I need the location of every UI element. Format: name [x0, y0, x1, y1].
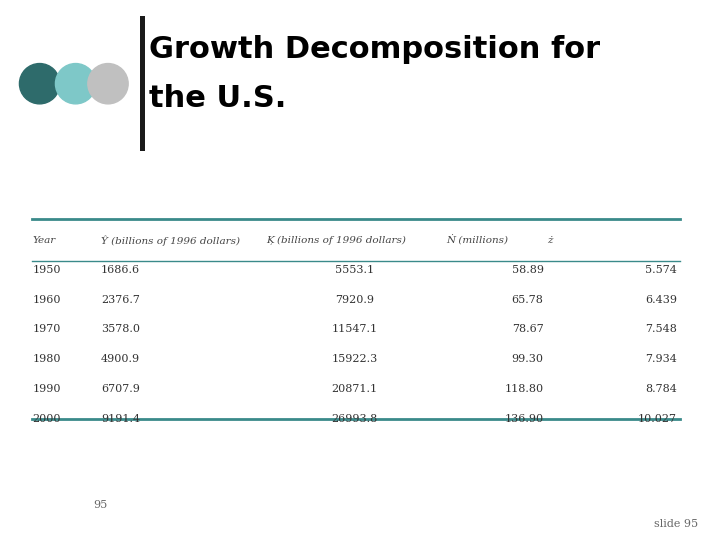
Text: 1970: 1970 — [32, 325, 60, 334]
Ellipse shape — [88, 64, 128, 104]
Text: 2000: 2000 — [32, 414, 61, 423]
Text: ż: ż — [547, 236, 553, 245]
Ellipse shape — [19, 64, 60, 104]
Text: Ķ (billions of 1996 dollars): Ķ (billions of 1996 dollars) — [266, 236, 406, 245]
Text: 99.30: 99.30 — [512, 354, 544, 364]
Text: 1960: 1960 — [32, 295, 61, 305]
Text: 20871.1: 20871.1 — [331, 384, 378, 394]
Text: 6.439: 6.439 — [645, 295, 677, 305]
Text: 58.89: 58.89 — [512, 265, 544, 275]
Text: 1950: 1950 — [32, 265, 61, 275]
Text: 1990: 1990 — [32, 384, 61, 394]
Text: 7.934: 7.934 — [645, 354, 677, 364]
Text: 1686.6: 1686.6 — [101, 265, 140, 275]
Text: 9191.4: 9191.4 — [101, 414, 140, 423]
Text: 10.027: 10.027 — [638, 414, 677, 423]
Text: Growth Decomposition for: Growth Decomposition for — [149, 35, 600, 64]
Text: 136.90: 136.90 — [505, 414, 544, 423]
Text: 1980: 1980 — [32, 354, 61, 364]
Text: 3578.0: 3578.0 — [101, 325, 140, 334]
Text: 4900.9: 4900.9 — [101, 354, 140, 364]
Text: 65.78: 65.78 — [512, 295, 544, 305]
Text: Ṅ (millions): Ṅ (millions) — [446, 235, 508, 246]
Text: 6707.9: 6707.9 — [101, 384, 140, 394]
Text: slide 95: slide 95 — [654, 519, 698, 529]
Text: 7.548: 7.548 — [645, 325, 677, 334]
FancyBboxPatch shape — [140, 16, 145, 151]
Text: 2376.7: 2376.7 — [101, 295, 140, 305]
Text: 15922.3: 15922.3 — [331, 354, 378, 364]
Text: 8.784: 8.784 — [645, 384, 677, 394]
Text: 95: 95 — [94, 500, 108, 510]
Text: 26993.8: 26993.8 — [331, 414, 378, 423]
Text: 5.574: 5.574 — [645, 265, 677, 275]
Text: 11547.1: 11547.1 — [331, 325, 378, 334]
Text: Ŷ (billions of 1996 dollars): Ŷ (billions of 1996 dollars) — [101, 235, 240, 246]
Text: the U.S.: the U.S. — [149, 84, 287, 113]
Text: 5553.1: 5553.1 — [335, 265, 374, 275]
Text: Year: Year — [32, 236, 55, 245]
Text: 78.67: 78.67 — [512, 325, 544, 334]
Ellipse shape — [55, 64, 96, 104]
Text: 7920.9: 7920.9 — [335, 295, 374, 305]
Text: 118.80: 118.80 — [505, 384, 544, 394]
